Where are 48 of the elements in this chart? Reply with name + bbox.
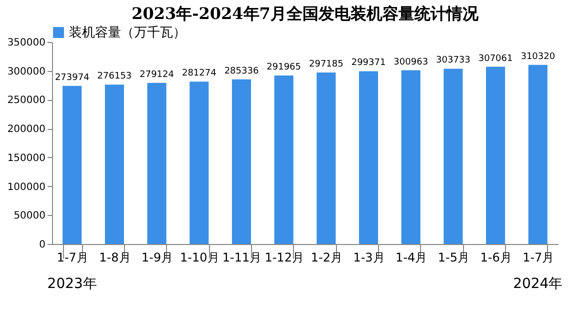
x-tick-label: 1-6月 bbox=[480, 250, 512, 264]
bar bbox=[528, 64, 548, 244]
bar bbox=[486, 66, 506, 244]
data-label: 273974 bbox=[54, 72, 90, 83]
x-tick-label: 1-8月 bbox=[99, 250, 131, 264]
data-label: 291965 bbox=[266, 62, 302, 72]
y-tick-label: 150000 bbox=[7, 152, 46, 164]
y-tick-label: 0 bbox=[39, 240, 46, 250]
data-label: 303733 bbox=[436, 56, 470, 66]
bar bbox=[401, 70, 420, 244]
x-tick-label: 1-10月 bbox=[180, 250, 220, 264]
y-tick-label: 250000 bbox=[7, 95, 46, 106]
x-tick-label: 1-9月 bbox=[141, 250, 174, 264]
data-label: 276153 bbox=[97, 72, 132, 82]
x-tick-label: 1-12月 bbox=[264, 250, 304, 264]
legend-label: 装机容量（万千瓦） bbox=[69, 24, 186, 40]
data-label: 279124 bbox=[140, 70, 174, 80]
bar bbox=[62, 86, 82, 244]
bar bbox=[316, 72, 336, 244]
bar bbox=[104, 84, 124, 244]
bar bbox=[358, 71, 378, 244]
data-label: 300963 bbox=[394, 57, 428, 68]
y-tick-label: 200000 bbox=[7, 124, 46, 136]
data-label: 310320 bbox=[520, 52, 556, 62]
y-tick-label: 100000 bbox=[7, 182, 46, 193]
bar bbox=[232, 79, 252, 244]
x-tick-label: 1-5月 bbox=[438, 250, 470, 264]
bar bbox=[274, 75, 294, 244]
bar bbox=[190, 82, 209, 244]
data-label: 299371 bbox=[351, 58, 386, 68]
bar bbox=[444, 68, 463, 244]
x-tick-label: 1-11月 bbox=[222, 250, 262, 264]
x-tick-label: 1-3月 bbox=[353, 250, 385, 264]
y-tick-label: 350000 bbox=[7, 38, 46, 48]
data-label: 297185 bbox=[308, 59, 344, 70]
data-label: 281274 bbox=[182, 68, 217, 79]
chart-title: 2023年-2024年7月全国发电装机容量统计情况 bbox=[132, 4, 480, 23]
text: 2023年 bbox=[47, 276, 97, 292]
x-tick-label: 1-7月 bbox=[56, 250, 88, 264]
data-label: 307061 bbox=[478, 54, 513, 64]
data-label: 285336 bbox=[224, 66, 259, 76]
x-tick-label: 1-2月 bbox=[310, 250, 342, 264]
bar bbox=[147, 82, 166, 244]
y-tick-label: 300000 bbox=[7, 66, 46, 78]
x-tick-label: 1-7月 bbox=[522, 250, 554, 264]
x-tick-label: 1-4月 bbox=[396, 250, 428, 264]
y-tick-label: 50000 bbox=[14, 210, 46, 222]
text: 2024年 bbox=[513, 276, 563, 292]
